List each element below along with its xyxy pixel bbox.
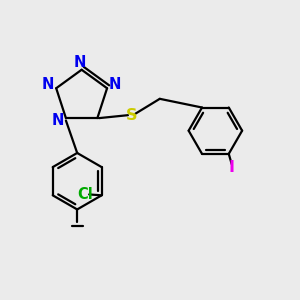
Text: N: N (52, 113, 64, 128)
Text: N: N (109, 77, 121, 92)
Text: Cl: Cl (77, 187, 93, 202)
Text: I: I (229, 160, 235, 175)
Text: N: N (74, 55, 86, 70)
Text: S: S (126, 108, 137, 123)
Text: N: N (42, 77, 54, 92)
